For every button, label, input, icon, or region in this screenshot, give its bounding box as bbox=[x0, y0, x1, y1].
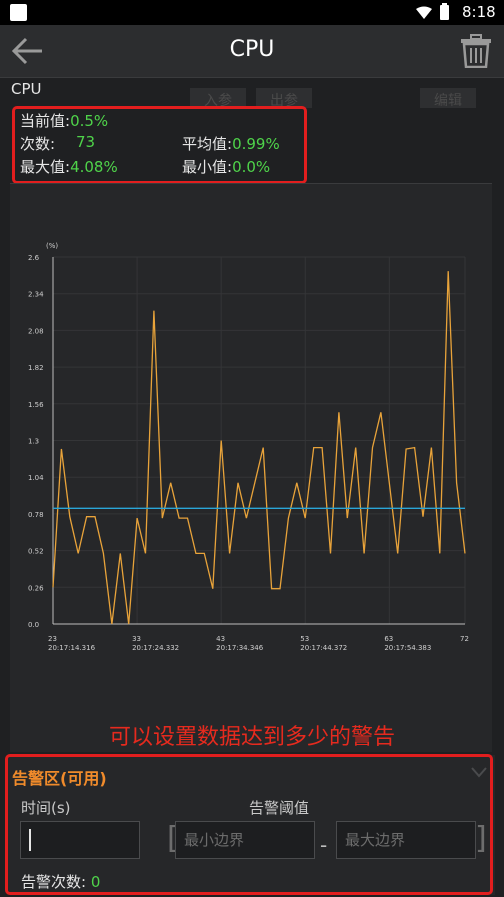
alarm-count-label: 告警次数: bbox=[21, 873, 87, 891]
left-bracket: [ bbox=[167, 821, 179, 856]
alarm-count-value: 0 bbox=[90, 873, 101, 891]
annotation-text: 可以设置数据达到多少的警告 bbox=[108, 725, 395, 750]
app-bar: CPU bbox=[0, 25, 504, 78]
avg-value: 0.99% bbox=[232, 135, 280, 153]
y-tick-label: 1.3 bbox=[28, 438, 39, 446]
stats-highlight-box bbox=[12, 106, 307, 184]
threshold-label: 告警阈值 bbox=[249, 799, 310, 817]
y-tick-label: 0.78 bbox=[28, 511, 44, 519]
time-label: 时间(s) bbox=[21, 799, 71, 817]
right-bracket: ] bbox=[475, 821, 487, 856]
chevron-down-icon[interactable] bbox=[471, 765, 487, 779]
x-tick-label: 23 bbox=[48, 635, 57, 643]
back-arrow-icon[interactable] bbox=[12, 37, 44, 65]
time-input[interactable] bbox=[20, 821, 140, 859]
max-boundary-input[interactable]: 最大边界 bbox=[336, 821, 476, 859]
battery-icon bbox=[440, 3, 449, 20]
tab-edit[interactable]: 编辑 bbox=[420, 88, 476, 108]
y-tick-label: 1.56 bbox=[28, 401, 44, 409]
stats-panel: 当前值:0.5% 次数: 73 平均值:0.99% 最大值:4.08% 最小值:… bbox=[14, 106, 304, 182]
x-tick-label: 72 bbox=[460, 635, 469, 643]
y-tick-label: 2.08 bbox=[28, 327, 44, 335]
y-tick-label: 1.04 bbox=[28, 474, 44, 482]
cpu-line-chart: 0.0 0.26 0.52 0.78 1.04 1.3 1.56 1.82 2.08 2.34 2.… bbox=[28, 242, 469, 652]
x-tick-label: 53 bbox=[300, 635, 309, 643]
min-label: 最小值: bbox=[182, 158, 233, 176]
y-tick-label: 2.34 bbox=[28, 291, 44, 299]
cpu-series-line bbox=[52, 271, 466, 625]
y-axis-unit-label: (%) bbox=[46, 242, 58, 250]
x-tick-label: 63 bbox=[384, 635, 393, 643]
y-tick-label: 1.82 bbox=[28, 364, 44, 372]
tab-bar: 入参 出参 编辑 bbox=[176, 88, 496, 108]
x-tick-time-label: 20:17:14.316 bbox=[48, 644, 96, 652]
current-value: 0.5% bbox=[70, 112, 109, 130]
avg-label: 平均值: bbox=[182, 135, 233, 153]
x-tick-label: 33 bbox=[132, 635, 141, 643]
alarm-panel: 告警区(可用) 时间(s) 告警阈值 [ 最小边界 - 最大边界 ] 告警次数:… bbox=[7, 755, 495, 895]
current-label: 当前值: bbox=[20, 112, 71, 130]
y-tick-label: 0.52 bbox=[28, 548, 44, 556]
tab-input[interactable]: 入参 bbox=[190, 88, 246, 108]
y-tick-label: 2.6 bbox=[28, 254, 40, 262]
y-tick-label: 0.26 bbox=[28, 584, 44, 592]
tab-output[interactable]: 出参 bbox=[256, 88, 312, 108]
alarm-title: 告警区(可用) bbox=[12, 769, 107, 788]
alarm-highlight-box bbox=[5, 754, 493, 895]
min-value: 0.0% bbox=[232, 158, 271, 176]
max-label: 最大值: bbox=[20, 158, 71, 176]
wifi-icon bbox=[416, 6, 432, 19]
x-tick-label: 43 bbox=[216, 635, 225, 643]
status-bar: 8:18 bbox=[0, 0, 504, 25]
page-title: CPU bbox=[229, 37, 275, 62]
count-label: 次数: bbox=[20, 135, 56, 153]
status-time: 8:18 bbox=[462, 3, 496, 21]
notification-icon bbox=[10, 4, 27, 21]
x-tick-time-label: 20:17:44.372 bbox=[300, 644, 347, 652]
range-dash: - bbox=[320, 833, 328, 857]
max-value: 4.08% bbox=[70, 158, 118, 176]
trash-icon[interactable] bbox=[460, 34, 492, 68]
chart-panel: 0.0 0.26 0.52 0.78 1.04 1.3 1.56 1.82 2.08 2.34 2.… bbox=[10, 183, 492, 752]
y-tick-label: 0.0 bbox=[28, 621, 39, 629]
x-tick-time-label: 20:17:34.346 bbox=[216, 644, 264, 652]
text-cursor bbox=[29, 829, 31, 851]
x-tick-time-label: 20:17:24.332 bbox=[132, 644, 179, 652]
section-label: CPU bbox=[11, 80, 42, 98]
x-tick-time-label: 20:17:54.383 bbox=[384, 644, 431, 652]
min-boundary-input[interactable]: 最小边界 bbox=[175, 821, 315, 859]
count-value: 73 bbox=[76, 133, 96, 151]
